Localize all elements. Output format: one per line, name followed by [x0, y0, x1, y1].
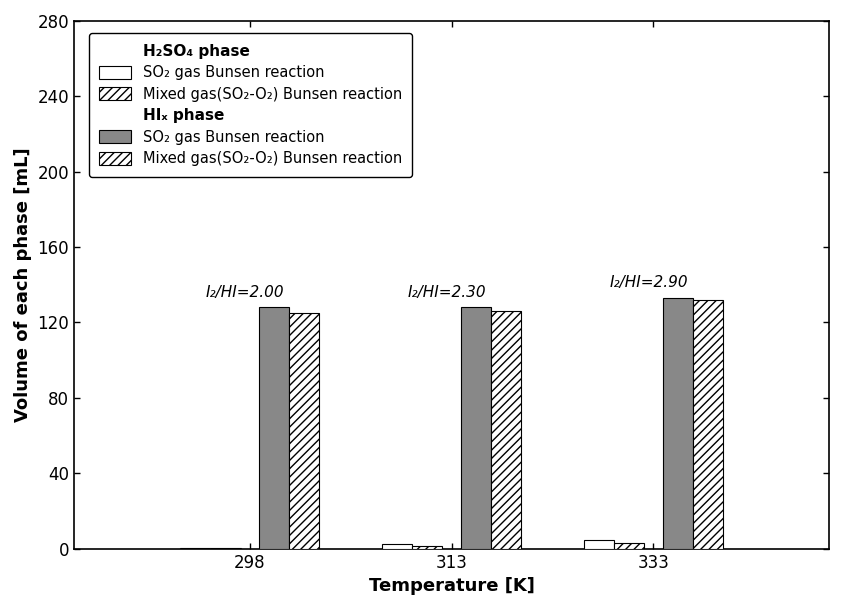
- Bar: [460, 308, 491, 549]
- Bar: [412, 546, 443, 549]
- Bar: [614, 543, 644, 549]
- Bar: [584, 540, 614, 549]
- Bar: [259, 308, 289, 549]
- Text: I₂/HI=2.90: I₂/HI=2.90: [609, 275, 688, 290]
- Y-axis label: Volume of each phase [mL]: Volume of each phase [mL]: [13, 147, 32, 422]
- Bar: [663, 298, 693, 549]
- Bar: [491, 311, 521, 549]
- Legend: H₂SO₄ phase, SO₂ gas Bunsen reaction, Mixed gas(SO₂-O₂) Bunsen reaction, HIₓ pha: H₂SO₄ phase, SO₂ gas Bunsen reaction, Mi…: [89, 33, 412, 177]
- X-axis label: Temperature [K]: Temperature [K]: [368, 577, 534, 595]
- Bar: [382, 544, 412, 549]
- Bar: [180, 547, 211, 549]
- Text: I₂/HI=2.30: I₂/HI=2.30: [407, 285, 486, 300]
- Bar: [693, 300, 723, 549]
- Text: I₂/HI=2.00: I₂/HI=2.00: [206, 285, 284, 300]
- Bar: [289, 313, 319, 549]
